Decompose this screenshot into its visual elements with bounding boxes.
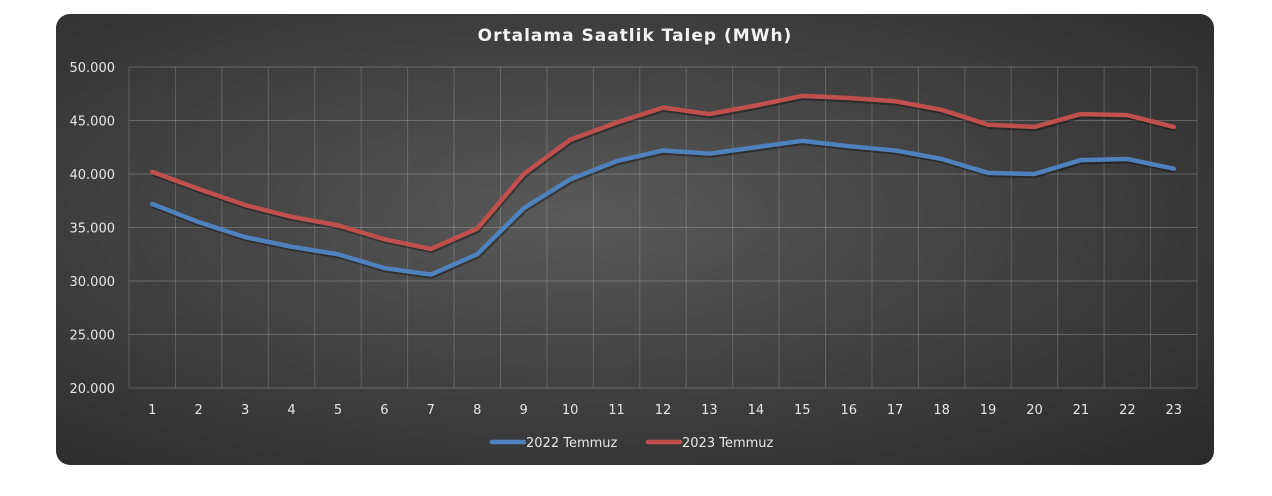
y-tick-label: 30.000 — [70, 275, 116, 290]
y-tick-label: 50.000 — [70, 61, 116, 76]
x-tick-label: 14 — [748, 403, 765, 418]
y-tick-label: 25.000 — [70, 329, 116, 344]
x-tick-label: 1 — [148, 403, 156, 418]
x-tick-label: 23 — [1166, 403, 1183, 418]
x-tick-label: 9 — [520, 403, 528, 418]
x-tick-label: 19 — [980, 403, 997, 418]
x-tick-label: 13 — [701, 403, 718, 418]
x-tick-label: 21 — [1073, 403, 1090, 418]
y-tick-label: 20.000 — [70, 382, 116, 397]
x-tick-label: 8 — [473, 403, 481, 418]
x-tick-label: 17 — [887, 403, 904, 418]
legend-label: 2023 Temmuz — [682, 436, 774, 451]
y-tick-label: 40.000 — [70, 168, 116, 183]
x-tick-label: 6 — [380, 403, 388, 418]
x-tick-label: 3 — [241, 403, 249, 418]
chart-title: Ortalama Saatlik Talep (MWh) — [477, 26, 793, 46]
x-tick-label: 22 — [1119, 403, 1136, 418]
y-tick-label: 35.000 — [70, 222, 116, 237]
x-tick-label: 16 — [840, 403, 857, 418]
x-tick-label: 18 — [933, 403, 950, 418]
x-tick-label: 5 — [334, 403, 342, 418]
series-line-2022-temmuz — [149, 138, 1177, 277]
legend-label: 2022 Temmuz — [526, 436, 618, 451]
y-tick-label: 45.000 — [70, 115, 116, 130]
x-tick-label: 20 — [1026, 403, 1043, 418]
series-shadow — [152, 140, 1176, 279]
x-tick-label: 10 — [562, 403, 579, 418]
x-tick-label: 12 — [655, 403, 672, 418]
x-tick-label: 11 — [608, 403, 625, 418]
x-tick-label: 15 — [794, 403, 811, 418]
x-tick-label: 4 — [287, 403, 295, 418]
x-tick-label: 2 — [195, 403, 203, 418]
chart-card: Ortalama Saatlik Talep (MWh) 20.000 25.00… — [56, 14, 1214, 465]
x-tick-label: 7 — [427, 403, 435, 418]
line-chart: 20.000 25.000 30.000 35.000 40.000 45.000 50.0… — [70, 61, 1198, 451]
